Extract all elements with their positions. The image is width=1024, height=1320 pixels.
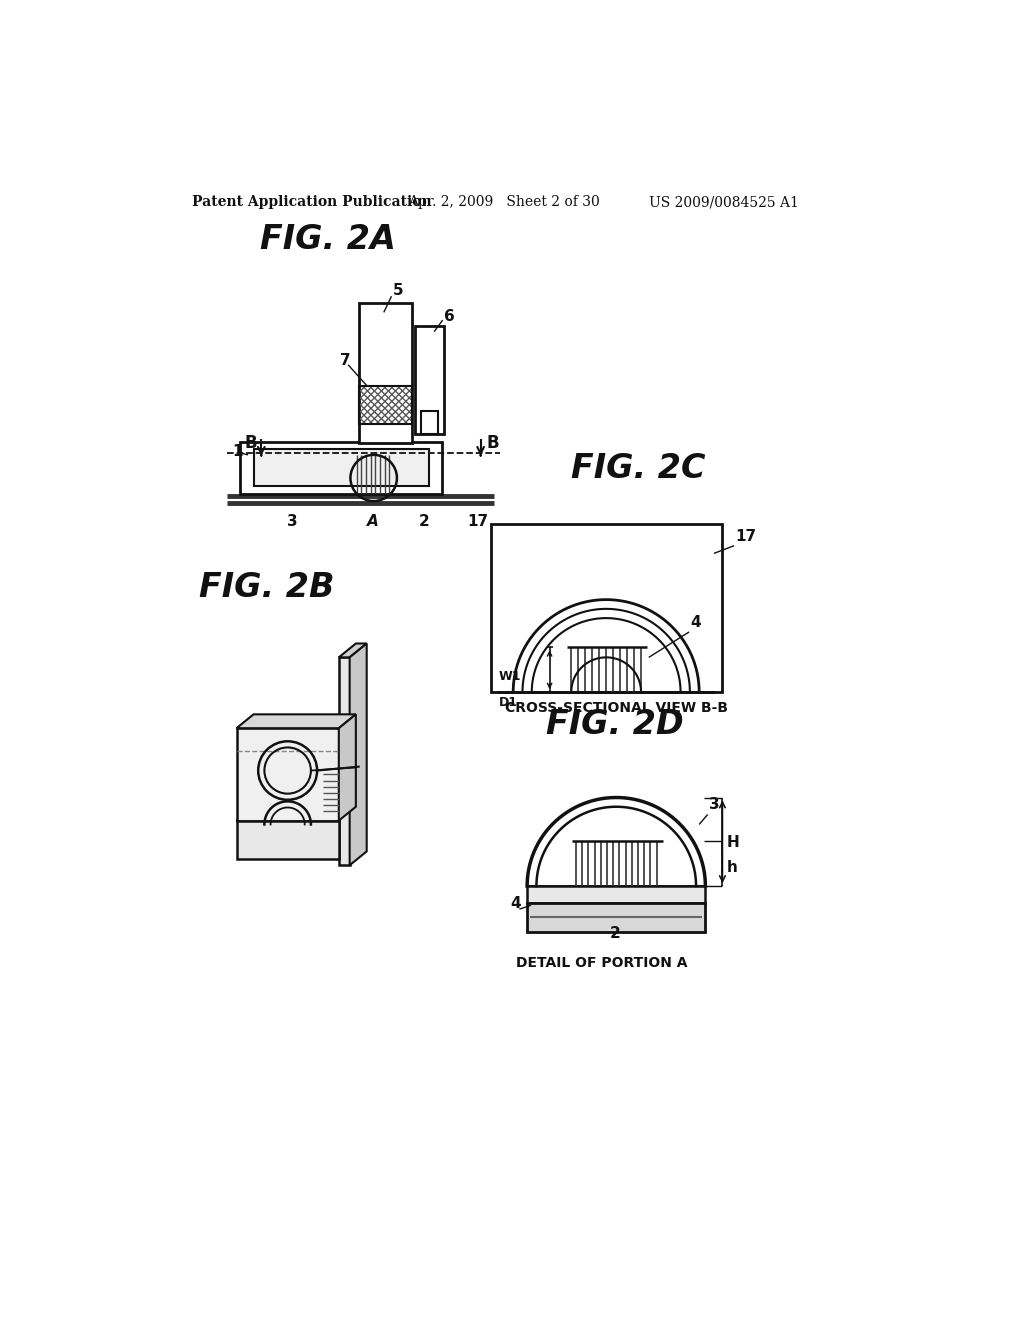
Text: 3: 3 <box>287 515 298 529</box>
Text: 7: 7 <box>340 352 351 368</box>
Text: CROSS-SECTIONAL VIEW B-B: CROSS-SECTIONAL VIEW B-B <box>505 701 728 715</box>
Text: FIG. 2B: FIG. 2B <box>200 572 335 605</box>
Polygon shape <box>339 644 367 657</box>
Text: 1: 1 <box>231 444 243 458</box>
Bar <box>241 442 442 494</box>
Bar <box>421 411 438 434</box>
Bar <box>527 886 706 903</box>
Bar <box>527 903 706 932</box>
Text: B: B <box>486 434 499 453</box>
Bar <box>237 729 339 821</box>
Polygon shape <box>339 714 356 821</box>
Text: 6: 6 <box>444 309 455 323</box>
Text: 17: 17 <box>735 529 757 544</box>
Text: 2: 2 <box>419 515 429 529</box>
Text: US 2009/0084525 A1: US 2009/0084525 A1 <box>649 195 799 210</box>
Text: D1: D1 <box>499 696 517 709</box>
Polygon shape <box>349 644 367 866</box>
Bar <box>359 385 412 424</box>
Text: A: A <box>367 515 379 529</box>
Polygon shape <box>339 807 356 859</box>
Text: W1: W1 <box>499 671 521 684</box>
Text: 17: 17 <box>467 515 488 529</box>
Text: 4: 4 <box>510 895 520 911</box>
Text: DETAIL OF PORTION A: DETAIL OF PORTION A <box>515 956 687 970</box>
Text: B: B <box>245 434 257 453</box>
Text: Apr. 2, 2009   Sheet 2 of 30: Apr. 2, 2009 Sheet 2 of 30 <box>409 195 600 210</box>
Text: FIG. 2D: FIG. 2D <box>547 709 684 742</box>
Bar <box>254 449 429 487</box>
Polygon shape <box>237 714 356 729</box>
Text: 2: 2 <box>610 927 621 941</box>
Bar <box>415 326 444 434</box>
Text: FIG. 2A: FIG. 2A <box>260 223 395 256</box>
Text: FIG. 2C: FIG. 2C <box>571 451 706 484</box>
Bar <box>490 524 722 692</box>
Bar <box>359 304 412 444</box>
Text: 4: 4 <box>690 615 701 630</box>
Polygon shape <box>237 807 356 821</box>
Text: h: h <box>727 861 738 875</box>
Bar <box>237 821 339 859</box>
Bar <box>339 657 349 866</box>
Text: H: H <box>727 834 739 850</box>
Text: Patent Application Publication: Patent Application Publication <box>191 195 431 210</box>
Text: 3: 3 <box>710 797 720 812</box>
Text: 5: 5 <box>393 284 403 298</box>
